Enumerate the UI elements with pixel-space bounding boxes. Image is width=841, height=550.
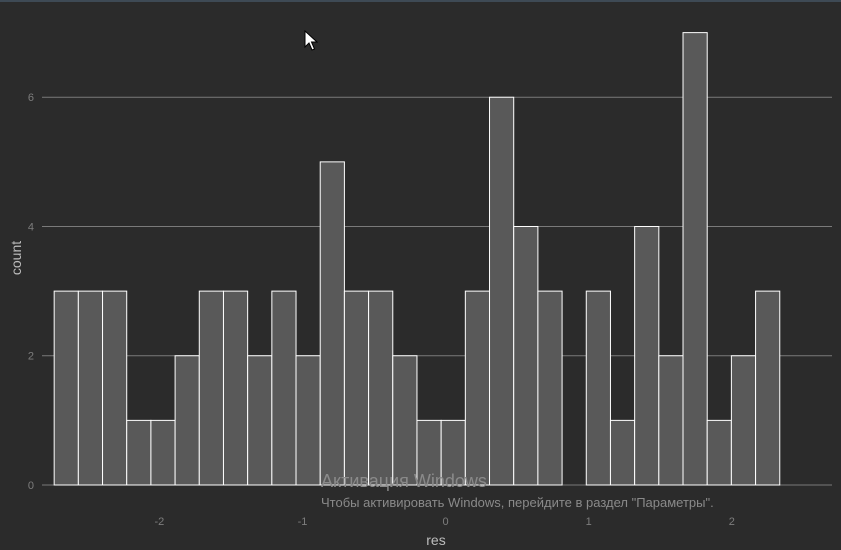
- watermark-title: Активация Windows: [321, 471, 487, 491]
- histogram-bar: [392, 355, 418, 486]
- x-tick-label: -1: [298, 516, 308, 528]
- histogram-bar: [755, 290, 781, 486]
- histogram-bar: [489, 96, 515, 486]
- histogram-bar: [295, 355, 321, 486]
- histogram-bar: [537, 290, 563, 486]
- histogram-bar: [77, 290, 104, 486]
- histogram-bar: [513, 225, 539, 486]
- histogram-bar: [416, 419, 442, 486]
- windows-activation-watermark: Активация Windows Чтобы активировать Win…: [321, 470, 714, 512]
- y-axis-ticks: 0 2 4 6: [28, 92, 34, 492]
- x-axis-ticks: -2 -1 0 1 2: [154, 516, 734, 528]
- y-tick-label: 6: [28, 92, 34, 104]
- histogram-bar: [464, 290, 491, 486]
- histogram-bar: [634, 225, 660, 486]
- histogram-bar: [271, 290, 297, 486]
- histogram-bar: [343, 290, 370, 486]
- mouse-pointer-icon: [304, 30, 318, 51]
- histogram-bar: [730, 355, 757, 486]
- histogram-bar: [222, 290, 249, 486]
- histogram-bar: [682, 32, 708, 486]
- histogram-bar: [174, 355, 200, 486]
- histogram-bar: [585, 290, 611, 486]
- histogram-bar: [319, 161, 345, 486]
- x-tick-label: 0: [443, 516, 449, 528]
- histogram-bar: [658, 355, 684, 486]
- x-tick-label: -2: [154, 516, 164, 528]
- y-tick-label: 0: [28, 480, 34, 492]
- histogram-bar: [198, 290, 224, 486]
- x-tick-label: 1: [586, 516, 592, 528]
- histogram-bar: [150, 419, 176, 486]
- histogram-bar: [706, 419, 732, 486]
- y-axis-title: count: [8, 241, 24, 275]
- x-axis-title: res: [426, 532, 445, 548]
- window-top-border: [0, 0, 841, 2]
- watermark-subtitle: Чтобы активировать Windows, перейдите в …: [321, 495, 714, 510]
- histogram-bar: [247, 355, 273, 486]
- histogram-bar: [53, 290, 79, 486]
- bars: [53, 32, 781, 486]
- histogram-bar: [368, 290, 394, 486]
- y-tick-label: 4: [28, 221, 34, 233]
- x-tick-label: 2: [729, 516, 735, 528]
- histogram-bar: [440, 419, 466, 486]
- y-tick-label: 2: [28, 351, 34, 363]
- histogram-bar: [102, 290, 128, 486]
- histogram-bar: [126, 419, 152, 486]
